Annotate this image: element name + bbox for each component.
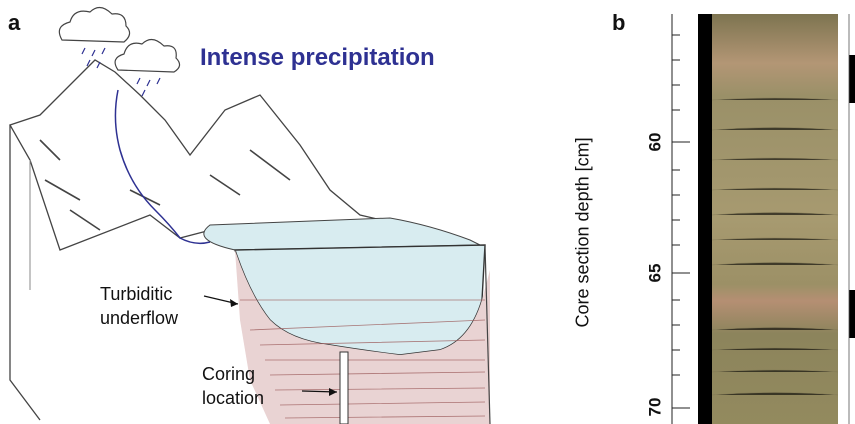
rain-icon [81, 47, 161, 97]
tick-label-60: 60 [645, 132, 665, 152]
lake-surface [203, 217, 481, 251]
panel-b-label: b [612, 10, 626, 35]
river [114, 89, 211, 245]
callout-turbiditic-line1: Turbiditic [100, 284, 173, 304]
callout-coring-line1: Coring [202, 364, 256, 384]
callout-turbiditic: Turbiditic underflow [100, 282, 178, 330]
callout-coring: Coring location [202, 362, 264, 410]
callout-coring-line2: location [202, 388, 265, 408]
tick-label-65: 65 [645, 263, 665, 283]
illustration-title: Intense precipitation [200, 44, 435, 71]
core-marker [339, 351, 349, 424]
depth-axis-title: Core section depth [cm] [572, 137, 593, 328]
sediment-section [235, 250, 490, 424]
tick-label-70: 70 [645, 397, 665, 417]
callout-turbiditic-line2: underflow [100, 308, 179, 328]
lake-catchment-illustration [9, 6, 491, 424]
cloud-icon [58, 6, 181, 73]
panel-a-label: a [8, 10, 21, 35]
mountain-range [9, 59, 391, 251]
